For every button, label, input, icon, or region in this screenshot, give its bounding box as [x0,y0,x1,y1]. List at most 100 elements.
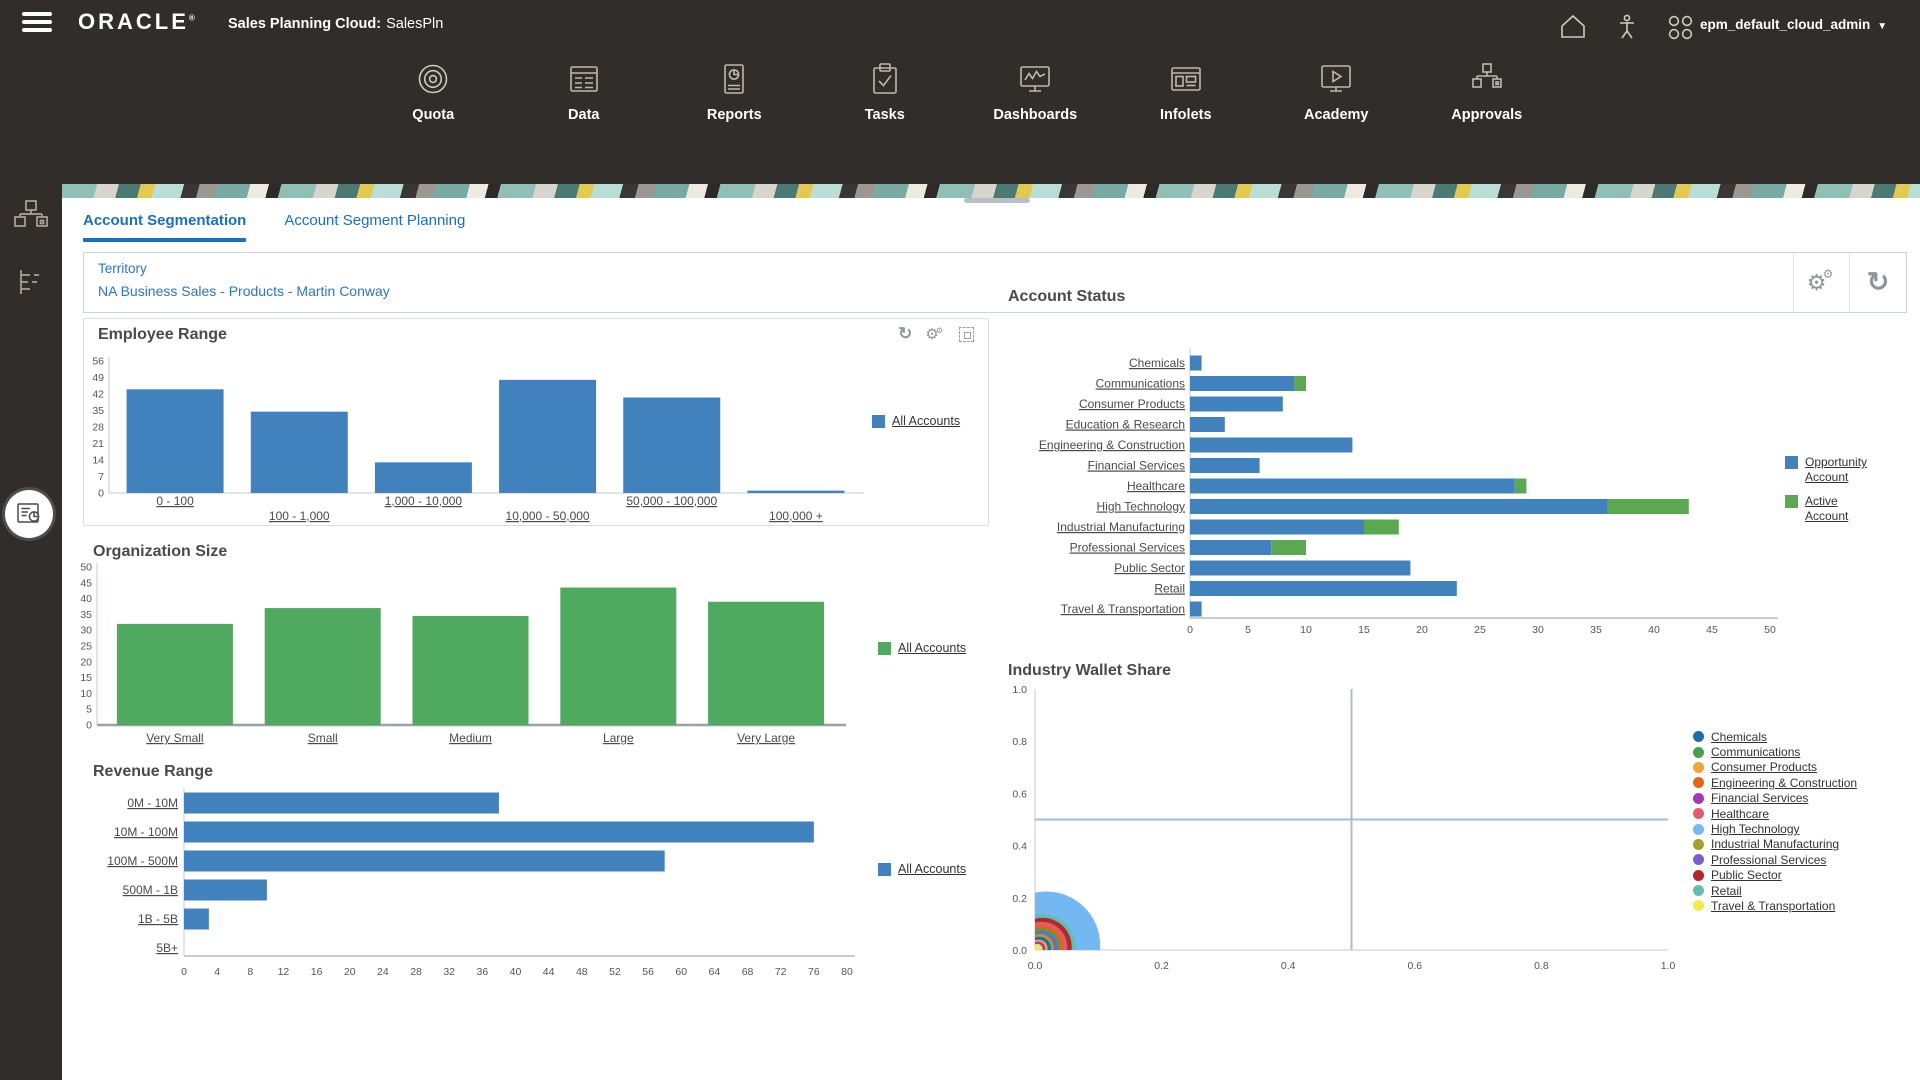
svg-text:64: 64 [709,966,721,978]
chart-refresh-icon[interactable]: ↻ [898,324,913,343]
nav-label: Dashboards [993,107,1078,123]
employee-range-legend: All Accounts [872,414,960,428]
legend-label[interactable]: All Accounts [892,414,961,428]
svg-text:36: 36 [477,966,489,978]
nav-tasks[interactable]: Tasks [810,60,961,123]
revenue-range-chart[interactable]: 0 4 8 12 16 20 24 28 32 36 40 44 48 52 56 60 64 68 72 76 80 0… [70,778,990,995]
legend-label[interactable]: Opportunity Account [1805,455,1868,484]
chart-maximize-icon[interactable] [959,326,974,342]
org-hierarchy-icon[interactable] [11,196,51,236]
svg-text:42: 42 [92,389,104,401]
legend-label[interactable]: Industrial Manufacturing [1711,837,1840,852]
svg-text:0.2: 0.2 [1154,960,1169,972]
nav-approvals[interactable]: Approvals [1412,60,1563,123]
svg-text:60: 60 [675,966,687,978]
legend-label[interactable]: Travel & Transportation [1711,898,1836,913]
svg-text:0.6: 0.6 [1012,788,1027,800]
svg-text:Chemicals: Chemicals [1129,356,1185,370]
organization-size-chart[interactable]: 0 5 10 15 20 25 30 35 40 45 50 Very Small Small Mediu… [70,556,990,766]
nav-academy[interactable]: Academy [1261,60,1412,123]
pov-member-link[interactable]: NA Business Sales - Products - Martin Co… [98,283,390,299]
svg-text:32: 32 [443,966,455,978]
legend-item[interactable]: Consumer Products [1693,760,1857,775]
nav-data[interactable]: Data [509,60,660,123]
legend-label[interactable]: Communications [1711,745,1801,760]
account-status-chart[interactable]: 0 5 10 15 20 25 30 35 40 45 50 Chemicals Communicati… [1022,300,1822,653]
account-status-legend: Opportunity Account Active Account [1785,455,1905,533]
nav-reports[interactable]: Reports [659,60,810,123]
legend-label[interactable]: Financial Services [1711,791,1809,806]
legend-label[interactable]: Retail [1711,883,1742,898]
legend-item[interactable]: Engineering & Construction [1693,775,1857,790]
svg-text:0.2: 0.2 [1012,893,1027,905]
accessibility-person-icon[interactable] [1610,10,1644,44]
pov-refresh-button[interactable]: ↻ [1849,253,1906,312]
svg-text:50: 50 [1764,624,1776,636]
legend-label[interactable]: Active Account [1805,494,1849,523]
nav-label: Reports [706,107,762,123]
gear-small-icon: ⚙ [1822,266,1834,281]
legend-item[interactable]: Healthcare [1693,806,1857,821]
pov-settings-button[interactable]: ⚙ ⚙ [1793,253,1850,312]
legend-label[interactable]: Professional Services [1711,852,1827,867]
legend-label[interactable]: Healthcare [1711,806,1770,821]
target-icon [418,64,448,94]
svg-text:0.8: 0.8 [1012,736,1027,748]
industry-wallet-share-chart[interactable]: 0.0 0.0 0.2 0.2 0.4 0.4 0.6 0.6 0.8 0.8 1.0 1.0 [1000,672,1700,997]
legend-item[interactable]: Industrial Manufacturing [1693,837,1857,852]
legend-dot [1693,854,1704,866]
decorative-banner [62,184,1920,198]
legend-label[interactable]: Consumer Products [1711,760,1818,775]
legend-item[interactable]: Financial Services [1693,791,1857,806]
sidebar-item-account-segmentation-active[interactable] [5,490,53,538]
employee-range-chart[interactable]: 0 7 14 21 28 35 42 49 56 0 - 100 100 - 1,000 1,000 … [83,352,978,532]
nav-infolets[interactable]: Infolets [1111,60,1262,123]
legend-label[interactable]: All Accounts [898,862,967,876]
user-menu[interactable]: epm_default_cloud_admin ▼ [1700,17,1888,32]
svg-text:0 - 100: 0 - 100 [156,494,194,508]
nav-quota[interactable]: Quota [358,60,509,123]
svg-text:Industrial Manufacturing: Industrial Manufacturing [1057,520,1185,534]
svg-text:Very Small: Very Small [146,731,203,745]
legend-label[interactable]: All Accounts [898,641,967,655]
svg-text:1.0: 1.0 [1012,684,1027,696]
svg-text:16: 16 [311,966,323,978]
svg-text:52: 52 [609,966,621,978]
pov-bar: Territory NA Business Sales - Products -… [83,252,1907,313]
tab-account-segment-planning[interactable]: Account Segment Planning [284,212,466,229]
svg-text:28: 28 [410,966,422,978]
svg-text:35: 35 [92,405,104,417]
legend-item[interactable]: Professional Services [1693,852,1857,867]
legend-swatch [1785,456,1798,469]
svg-text:14: 14 [92,455,104,467]
hamburger-menu-button[interactable] [22,12,52,34]
tab-account-segmentation[interactable]: Account Segmentation [83,212,247,242]
nav-dashboards[interactable]: Dashboards [960,60,1111,123]
legend-item[interactable]: Retail [1693,883,1857,898]
legend-item[interactable]: Chemicals [1693,729,1857,744]
page-tabs: Account Segmentation Account Segment Pla… [83,212,465,242]
legend-label[interactable]: Chemicals [1711,729,1768,744]
outline-tree-icon[interactable] [11,264,51,304]
legend-label[interactable]: Engineering & Construction [1711,775,1858,790]
legend-label[interactable]: Public Sector [1711,868,1782,883]
home-icon[interactable] [1556,10,1590,44]
svg-text:40: 40 [510,966,522,978]
legend-label[interactable]: High Technology [1711,822,1800,837]
svg-text:10: 10 [1300,624,1312,636]
apps-grid-icon[interactable] [1663,10,1697,44]
svg-text:Retail: Retail [1154,582,1185,596]
svg-text:35: 35 [80,609,92,621]
legend-item[interactable]: Communications [1693,744,1857,759]
legend-item[interactable]: High Technology [1693,821,1857,836]
svg-text:0.4: 0.4 [1281,960,1296,972]
chart-settings-icon[interactable]: ⚙⚙ [925,326,943,343]
svg-text:72: 72 [775,966,787,978]
legend-item[interactable]: Public Sector [1693,868,1857,883]
panel-drag-handle[interactable] [964,198,1030,203]
pov-dimension-link[interactable]: Territory [98,261,147,276]
legend-dot [1693,900,1704,912]
svg-text:500M - 1B: 500M - 1B [123,883,178,897]
legend-item[interactable]: Travel & Transportation [1693,898,1857,913]
gear-icon: ⚙ [1806,269,1827,295]
